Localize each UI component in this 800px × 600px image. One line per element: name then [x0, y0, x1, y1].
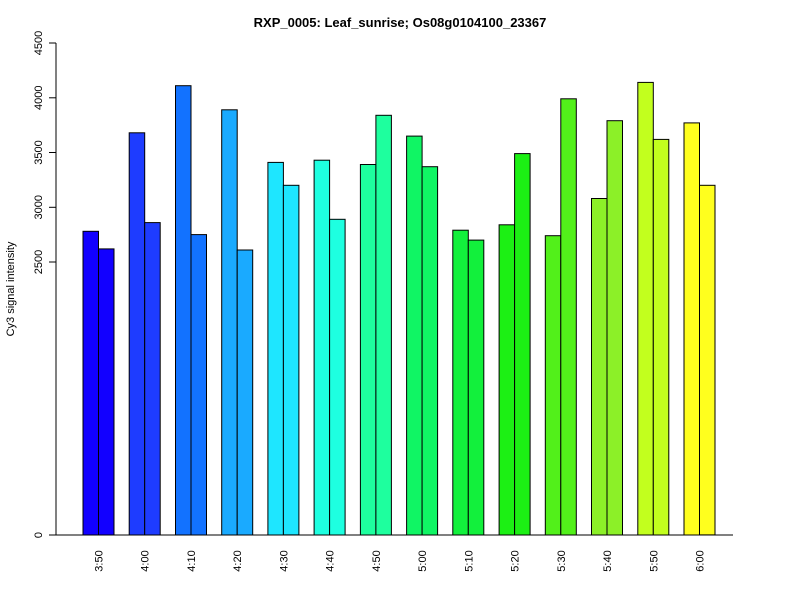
- y-axis-label: Cy3 signal intensity: [5, 241, 17, 336]
- bar-440-2: [329, 218, 346, 536]
- bar-410-1: [175, 85, 192, 536]
- bar-520-1: [498, 224, 516, 536]
- bar-540-2: [606, 120, 623, 536]
- bar-410-2: [190, 234, 207, 536]
- bar-350-1: [82, 230, 99, 536]
- bar-440-1: [313, 159, 331, 536]
- chart-title: RXP_0005: Leaf_sunrise; Os08g0104100_233…: [254, 15, 547, 30]
- bar-420-2: [236, 249, 254, 536]
- x-tick-label: 5:10: [463, 550, 475, 571]
- bar-500-2: [421, 166, 439, 536]
- x-tick-label: 4:00: [140, 550, 152, 571]
- y-tick-label: 3000: [33, 195, 45, 219]
- bar-600-1: [683, 122, 700, 536]
- x-tick-label: 5:00: [417, 550, 429, 571]
- bar-420-1: [221, 109, 238, 536]
- x-tick-label: 4:40: [325, 550, 337, 571]
- x-tick-label: 3:50: [94, 550, 106, 571]
- y-axis: 0 2500 3000 3500 4000 4500: [33, 31, 57, 538]
- bar-500-1: [406, 135, 423, 536]
- x-tick-label: 6:00: [695, 550, 707, 571]
- bar-510-2: [467, 239, 485, 536]
- x-tick-label: 4:50: [371, 550, 383, 571]
- y-tick-label: 4000: [33, 86, 45, 110]
- x-tick-label: 4:30: [278, 550, 290, 571]
- bar-550-2: [652, 138, 670, 536]
- x-tick-label: 5:20: [510, 550, 522, 571]
- bar-450-1: [359, 164, 377, 536]
- bar-510-1: [452, 229, 469, 536]
- bar-430-2: [282, 184, 300, 536]
- bar-400-2: [144, 222, 161, 536]
- y-tick-label: 2500: [33, 250, 45, 274]
- x-tick-label: 4:10: [186, 550, 198, 571]
- bar-430-1: [267, 161, 284, 536]
- y-tick-label: 0: [33, 532, 45, 538]
- y-tick-label: 4500: [33, 31, 45, 55]
- bar-520-2: [514, 153, 531, 536]
- y-tick-label: 3500: [33, 140, 45, 164]
- bars-group: 3:50 4:00 4:10 4:20 4:30 4:40 4:50 5:00 5:10 5:20…: [82, 81, 716, 572]
- bar-540-1: [591, 198, 608, 536]
- bar-350-2: [98, 248, 115, 536]
- bar-530-1: [544, 235, 562, 536]
- bar-400-1: [128, 132, 146, 536]
- x-tick-label: 5:50: [648, 550, 660, 571]
- bar-450-2: [375, 114, 392, 536]
- bar-550-1: [637, 81, 654, 536]
- bar-530-2: [560, 98, 577, 536]
- x-tick-label: 5:30: [556, 550, 568, 571]
- x-tick-label: 4:20: [232, 550, 244, 571]
- x-tick-label: 5:40: [602, 550, 614, 571]
- bar-600-2: [699, 184, 716, 536]
